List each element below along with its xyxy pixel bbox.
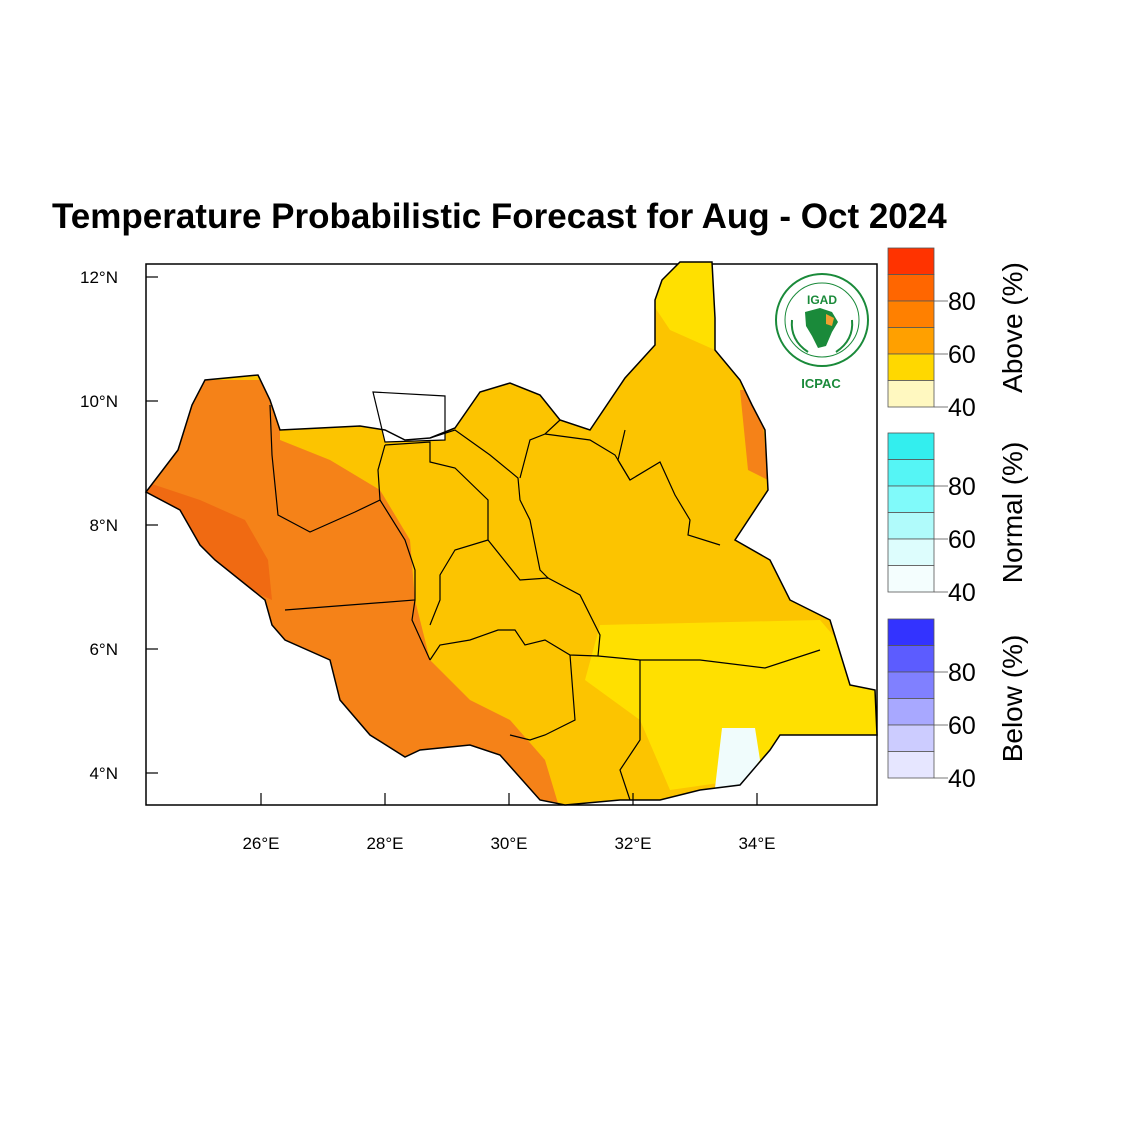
colorbar: 80 60 40 Above (%) 80 60 40 Normal (%) 80 60 40 Bel… — [887, 247, 1028, 793]
x-tick-label: 32°E — [614, 834, 651, 853]
country-outline — [144, 261, 878, 806]
y-tick-label: 4°N — [89, 764, 118, 783]
y-tick-label: 12°N — [80, 268, 118, 287]
colorbar-swatch — [887, 247, 935, 275]
y-tick-label: 6°N — [89, 640, 118, 659]
x-tick-label: 26°E — [242, 834, 279, 853]
colorbar-tick-label: 60 — [948, 341, 976, 369]
colorbar-swatch — [887, 565, 935, 593]
colorbar-swatch — [887, 459, 935, 487]
colorbar-group-label: Below (%) — [997, 635, 1028, 763]
laurel-left-icon — [790, 319, 809, 353]
colorbar-swatch — [887, 698, 935, 726]
map-title: Temperature Probabilistic Forecast for A… — [52, 197, 947, 236]
colorbar-swatch — [887, 671, 935, 699]
colorbar-swatch — [887, 751, 935, 779]
x-axis-ticks — [260, 793, 758, 805]
y-axis-ticks — [146, 276, 158, 774]
colorbar-swatch — [887, 300, 935, 328]
colorbar-swatch — [887, 485, 935, 513]
colorbar-swatch — [887, 724, 935, 752]
colorbar-swatch — [887, 538, 935, 566]
colorbar-swatch — [887, 274, 935, 302]
colorbar-swatch — [887, 512, 935, 540]
colorbar-tick-label: 80 — [948, 659, 976, 687]
colorbar-tick-label: 80 — [948, 288, 976, 316]
region-light-cyan — [715, 728, 760, 788]
colorbar-swatch — [887, 327, 935, 355]
colorbar-tick-label: 60 — [948, 712, 976, 740]
map-frame — [145, 263, 878, 806]
x-tick-label: 34°E — [738, 834, 775, 853]
region-yellow-north — [650, 262, 720, 350]
logo-bottom-text: ICPAC — [801, 376, 841, 391]
colorbar-group-label: Normal (%) — [997, 442, 1028, 584]
colorbar-tick-label: 80 — [948, 473, 976, 501]
colorbar-swatch — [887, 432, 935, 460]
laurel-right-icon — [835, 319, 854, 353]
region-no-data — [372, 391, 446, 443]
igad-icpac-logo: IGAD ICPAC — [775, 273, 869, 391]
colorbar-swatch — [887, 353, 935, 381]
x-tick-label: 30°E — [490, 834, 527, 853]
colorbar-swatch — [887, 645, 935, 673]
colorbar-group-label: Above (%) — [997, 262, 1028, 393]
y-tick-label: 8°N — [89, 516, 118, 535]
colorbar-tick-label: 40 — [948, 394, 976, 422]
colorbar-swatch — [887, 618, 935, 646]
y-tick-label: 10°N — [80, 392, 118, 411]
colorbar-tick-label: 40 — [948, 579, 976, 607]
colorbar-tick-label: 60 — [948, 526, 976, 554]
colorbar-swatch — [887, 380, 935, 408]
colorbar-tick-label: 40 — [948, 765, 976, 793]
probability-field — [146, 262, 877, 805]
x-tick-label: 28°E — [366, 834, 403, 853]
state-borders — [269, 404, 821, 801]
logo-top-text: IGAD — [807, 293, 837, 307]
